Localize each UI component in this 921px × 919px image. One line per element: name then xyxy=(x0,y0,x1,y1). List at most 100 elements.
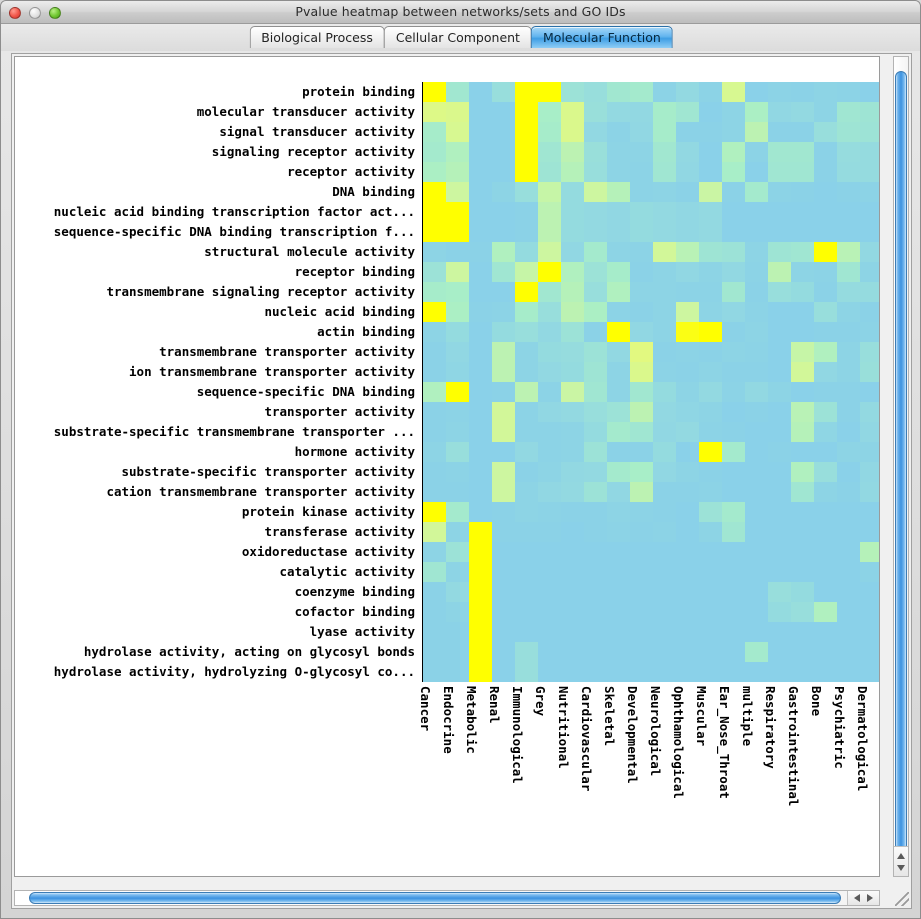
heatmap-cell[interactable] xyxy=(814,602,837,622)
heatmap-cell[interactable] xyxy=(653,502,676,522)
heatmap-cell[interactable] xyxy=(584,222,607,242)
heatmap-cell[interactable] xyxy=(699,342,722,362)
heatmap-cell[interactable] xyxy=(538,322,561,342)
heatmap-cell[interactable] xyxy=(722,242,745,262)
heatmap-cell[interactable] xyxy=(515,142,538,162)
heatmap-cell[interactable] xyxy=(653,422,676,442)
heatmap-cell[interactable] xyxy=(607,602,630,622)
heatmap-cell[interactable] xyxy=(515,422,538,442)
heatmap-cell[interactable] xyxy=(791,342,814,362)
heatmap-cell[interactable] xyxy=(469,102,492,122)
heatmap-cell[interactable] xyxy=(584,302,607,322)
heatmap-cell[interactable] xyxy=(515,402,538,422)
heatmap-cell[interactable] xyxy=(745,362,768,382)
heatmap-cell[interactable] xyxy=(653,282,676,302)
vertical-scrollbar[interactable] xyxy=(893,56,909,877)
horizontal-scrollbar-arrows[interactable] xyxy=(847,891,879,905)
heatmap-cell[interactable] xyxy=(492,562,515,582)
heatmap-cell[interactable] xyxy=(423,162,446,182)
scroll-up-icon[interactable] xyxy=(897,853,905,859)
heatmap-cell[interactable] xyxy=(423,442,446,462)
heatmap-cell[interactable] xyxy=(607,362,630,382)
heatmap-cell[interactable] xyxy=(630,282,653,302)
heatmap-cell[interactable] xyxy=(837,542,860,562)
heatmap-cell[interactable] xyxy=(837,122,860,142)
heatmap-cell[interactable] xyxy=(837,422,860,442)
heatmap-cell[interactable] xyxy=(492,542,515,562)
close-window-icon[interactable] xyxy=(9,7,21,19)
heatmap-cell[interactable] xyxy=(837,362,860,382)
heatmap-cell[interactable] xyxy=(492,502,515,522)
heatmap-cell[interactable] xyxy=(515,122,538,142)
heatmap-cell[interactable] xyxy=(561,302,584,322)
heatmap-cell[interactable] xyxy=(492,322,515,342)
horizontal-scrollbar[interactable] xyxy=(14,890,880,906)
heatmap-cell[interactable] xyxy=(584,342,607,362)
heatmap-cell[interactable] xyxy=(768,382,791,402)
heatmap-cell[interactable] xyxy=(607,142,630,162)
heatmap-cell[interactable] xyxy=(860,82,879,102)
heatmap-cell[interactable] xyxy=(768,582,791,602)
maximize-window-icon[interactable] xyxy=(49,7,61,19)
heatmap-cell[interactable] xyxy=(446,442,469,462)
heatmap-cell[interactable] xyxy=(837,642,860,662)
heatmap-cell[interactable] xyxy=(469,542,492,562)
heatmap-cell[interactable] xyxy=(584,662,607,682)
heatmap-cell[interactable] xyxy=(814,642,837,662)
heatmap-cell[interactable] xyxy=(768,102,791,122)
heatmap-cell[interactable] xyxy=(768,342,791,362)
heatmap-cell[interactable] xyxy=(814,122,837,142)
heatmap-cell[interactable] xyxy=(607,222,630,242)
heatmap-cell[interactable] xyxy=(699,582,722,602)
heatmap-cell[interactable] xyxy=(860,422,879,442)
heatmap-cell[interactable] xyxy=(584,642,607,662)
heatmap-cell[interactable] xyxy=(676,262,699,282)
heatmap-cell[interactable] xyxy=(515,202,538,222)
heatmap-cell[interactable] xyxy=(814,302,837,322)
heatmap-cell[interactable] xyxy=(676,162,699,182)
heatmap-cell[interactable] xyxy=(630,242,653,262)
heatmap-cell[interactable] xyxy=(837,522,860,542)
heatmap-cell[interactable] xyxy=(745,402,768,422)
heatmap-cell[interactable] xyxy=(538,162,561,182)
scroll-left-icon[interactable] xyxy=(854,894,860,902)
heatmap-cell[interactable] xyxy=(492,282,515,302)
heatmap-cell[interactable] xyxy=(860,222,879,242)
heatmap-cell[interactable] xyxy=(768,522,791,542)
heatmap-cell[interactable] xyxy=(676,522,699,542)
heatmap-cell[interactable] xyxy=(446,102,469,122)
heatmap-cell[interactable] xyxy=(630,462,653,482)
heatmap-cell[interactable] xyxy=(699,522,722,542)
heatmap-cell[interactable] xyxy=(630,142,653,162)
heatmap-cell[interactable] xyxy=(837,102,860,122)
heatmap-cell[interactable] xyxy=(860,242,879,262)
heatmap-cell[interactable] xyxy=(607,442,630,462)
heatmap-cell[interactable] xyxy=(607,422,630,442)
heatmap-cell[interactable] xyxy=(538,342,561,362)
heatmap-cell[interactable] xyxy=(561,142,584,162)
heatmap-cell[interactable] xyxy=(469,402,492,422)
heatmap-cell[interactable] xyxy=(492,602,515,622)
heatmap-cell[interactable] xyxy=(837,602,860,622)
resize-grip-icon[interactable] xyxy=(895,892,909,906)
heatmap-cell[interactable] xyxy=(676,402,699,422)
heatmap-cell[interactable] xyxy=(469,182,492,202)
heatmap-cell[interactable] xyxy=(630,402,653,422)
heatmap-cell[interactable] xyxy=(423,422,446,442)
scroll-down-icon[interactable] xyxy=(897,865,905,871)
heatmap-cell[interactable] xyxy=(561,342,584,362)
heatmap-cell[interactable] xyxy=(768,622,791,642)
heatmap-cell[interactable] xyxy=(791,482,814,502)
heatmap-cell[interactable] xyxy=(446,142,469,162)
heatmap-cell[interactable] xyxy=(492,362,515,382)
heatmap-cell[interactable] xyxy=(768,362,791,382)
heatmap-cell[interactable] xyxy=(860,482,879,502)
heatmap-cell[interactable] xyxy=(584,402,607,422)
scroll-right-icon[interactable] xyxy=(867,894,873,902)
heatmap-cell[interactable] xyxy=(492,222,515,242)
heatmap-cell[interactable] xyxy=(860,562,879,582)
heatmap-cell[interactable] xyxy=(860,442,879,462)
heatmap-cell[interactable] xyxy=(814,442,837,462)
heatmap-cell[interactable] xyxy=(745,382,768,402)
heatmap-cell[interactable] xyxy=(676,602,699,622)
